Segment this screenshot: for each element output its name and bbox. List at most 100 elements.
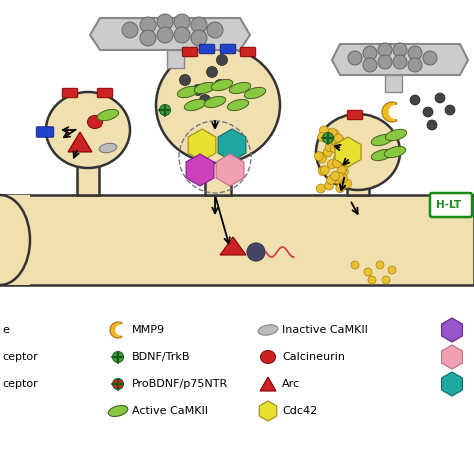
- Ellipse shape: [385, 129, 407, 141]
- Circle shape: [330, 144, 339, 153]
- Circle shape: [376, 261, 384, 269]
- Circle shape: [327, 160, 336, 169]
- Circle shape: [335, 173, 344, 182]
- Text: BDNF/TrkB: BDNF/TrkB: [132, 352, 191, 362]
- Circle shape: [325, 143, 334, 152]
- Ellipse shape: [371, 149, 392, 161]
- Text: MMP9: MMP9: [132, 325, 165, 335]
- Text: Calcineurin: Calcineurin: [282, 352, 345, 362]
- Circle shape: [445, 105, 455, 115]
- Circle shape: [435, 93, 445, 103]
- Circle shape: [217, 55, 228, 65]
- Circle shape: [157, 27, 173, 43]
- Circle shape: [180, 74, 191, 85]
- Circle shape: [140, 17, 156, 33]
- Polygon shape: [0, 195, 30, 285]
- Ellipse shape: [97, 109, 118, 120]
- Circle shape: [192, 84, 203, 95]
- FancyBboxPatch shape: [62, 88, 78, 98]
- Circle shape: [322, 133, 334, 144]
- Circle shape: [191, 30, 207, 46]
- Polygon shape: [216, 154, 244, 186]
- FancyBboxPatch shape: [220, 44, 236, 54]
- Circle shape: [423, 107, 433, 117]
- Circle shape: [207, 66, 218, 78]
- Circle shape: [388, 266, 396, 274]
- Circle shape: [338, 174, 347, 183]
- Circle shape: [327, 175, 336, 184]
- Ellipse shape: [177, 86, 199, 98]
- Ellipse shape: [0, 195, 30, 285]
- Circle shape: [378, 43, 392, 57]
- Circle shape: [200, 94, 210, 106]
- Circle shape: [215, 80, 226, 91]
- Circle shape: [337, 165, 346, 174]
- Circle shape: [112, 379, 124, 390]
- Circle shape: [408, 46, 422, 60]
- Polygon shape: [90, 18, 250, 50]
- Text: H-LT: H-LT: [436, 200, 461, 210]
- Circle shape: [378, 55, 392, 69]
- Circle shape: [382, 276, 390, 284]
- Polygon shape: [442, 345, 463, 369]
- Ellipse shape: [88, 116, 102, 128]
- Circle shape: [339, 167, 348, 176]
- Circle shape: [174, 27, 190, 43]
- Polygon shape: [0, 195, 474, 285]
- FancyBboxPatch shape: [199, 44, 215, 54]
- Circle shape: [408, 58, 422, 72]
- Polygon shape: [77, 155, 99, 195]
- Ellipse shape: [258, 325, 278, 335]
- FancyBboxPatch shape: [182, 47, 198, 57]
- Text: Inactive CaMKII: Inactive CaMKII: [282, 325, 368, 335]
- Ellipse shape: [184, 100, 206, 110]
- FancyBboxPatch shape: [36, 127, 54, 137]
- Wedge shape: [110, 322, 122, 338]
- Circle shape: [318, 153, 326, 162]
- Circle shape: [318, 166, 327, 175]
- Circle shape: [159, 104, 171, 116]
- Circle shape: [335, 144, 344, 153]
- Ellipse shape: [46, 92, 130, 168]
- Polygon shape: [188, 129, 216, 161]
- Polygon shape: [167, 50, 184, 68]
- Circle shape: [364, 268, 372, 276]
- Ellipse shape: [211, 79, 233, 91]
- Polygon shape: [186, 154, 214, 186]
- Ellipse shape: [228, 100, 249, 110]
- Text: ProBDNF/p75NTR: ProBDNF/p75NTR: [132, 379, 228, 389]
- Circle shape: [363, 58, 377, 72]
- Polygon shape: [68, 132, 92, 152]
- Wedge shape: [115, 324, 124, 336]
- Circle shape: [318, 154, 327, 163]
- Circle shape: [337, 137, 346, 146]
- Wedge shape: [389, 105, 399, 119]
- Ellipse shape: [204, 96, 226, 108]
- Circle shape: [363, 46, 377, 60]
- Polygon shape: [385, 75, 402, 92]
- Polygon shape: [259, 401, 277, 421]
- Circle shape: [330, 129, 339, 138]
- Ellipse shape: [316, 114, 400, 190]
- Ellipse shape: [108, 406, 128, 417]
- Circle shape: [323, 148, 332, 157]
- Circle shape: [318, 132, 327, 141]
- Circle shape: [336, 183, 345, 192]
- FancyBboxPatch shape: [240, 47, 255, 57]
- Circle shape: [328, 128, 337, 137]
- Circle shape: [320, 166, 329, 175]
- Text: Active CaMKII: Active CaMKII: [132, 406, 208, 416]
- Polygon shape: [332, 44, 468, 75]
- Circle shape: [174, 14, 190, 30]
- Circle shape: [427, 120, 437, 130]
- Ellipse shape: [384, 146, 406, 158]
- Wedge shape: [382, 102, 397, 122]
- Circle shape: [314, 152, 323, 161]
- Circle shape: [330, 172, 339, 181]
- Circle shape: [393, 55, 407, 69]
- Circle shape: [191, 17, 207, 33]
- Circle shape: [393, 43, 407, 57]
- Circle shape: [351, 261, 359, 269]
- Circle shape: [327, 139, 336, 148]
- Circle shape: [112, 352, 124, 363]
